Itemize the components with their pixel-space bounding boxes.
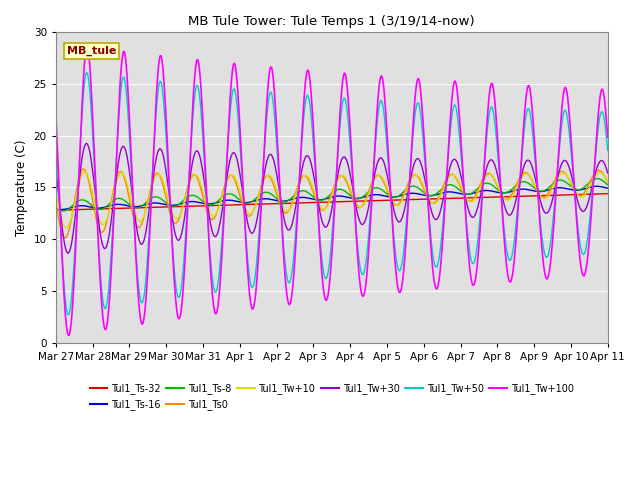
Title: MB Tule Tower: Tule Temps 1 (3/19/14-now): MB Tule Tower: Tule Temps 1 (3/19/14-now… — [188, 15, 475, 28]
Legend: Tul1_Ts-32, Tul1_Ts-16, Tul1_Ts-8, Tul1_Ts0, Tul1_Tw+10, Tul1_Tw+30, Tul1_Tw+50,: Tul1_Ts-32, Tul1_Ts-16, Tul1_Ts-8, Tul1_… — [90, 384, 574, 410]
Y-axis label: Temperature (C): Temperature (C) — [15, 139, 28, 236]
Text: MB_tule: MB_tule — [67, 46, 116, 56]
